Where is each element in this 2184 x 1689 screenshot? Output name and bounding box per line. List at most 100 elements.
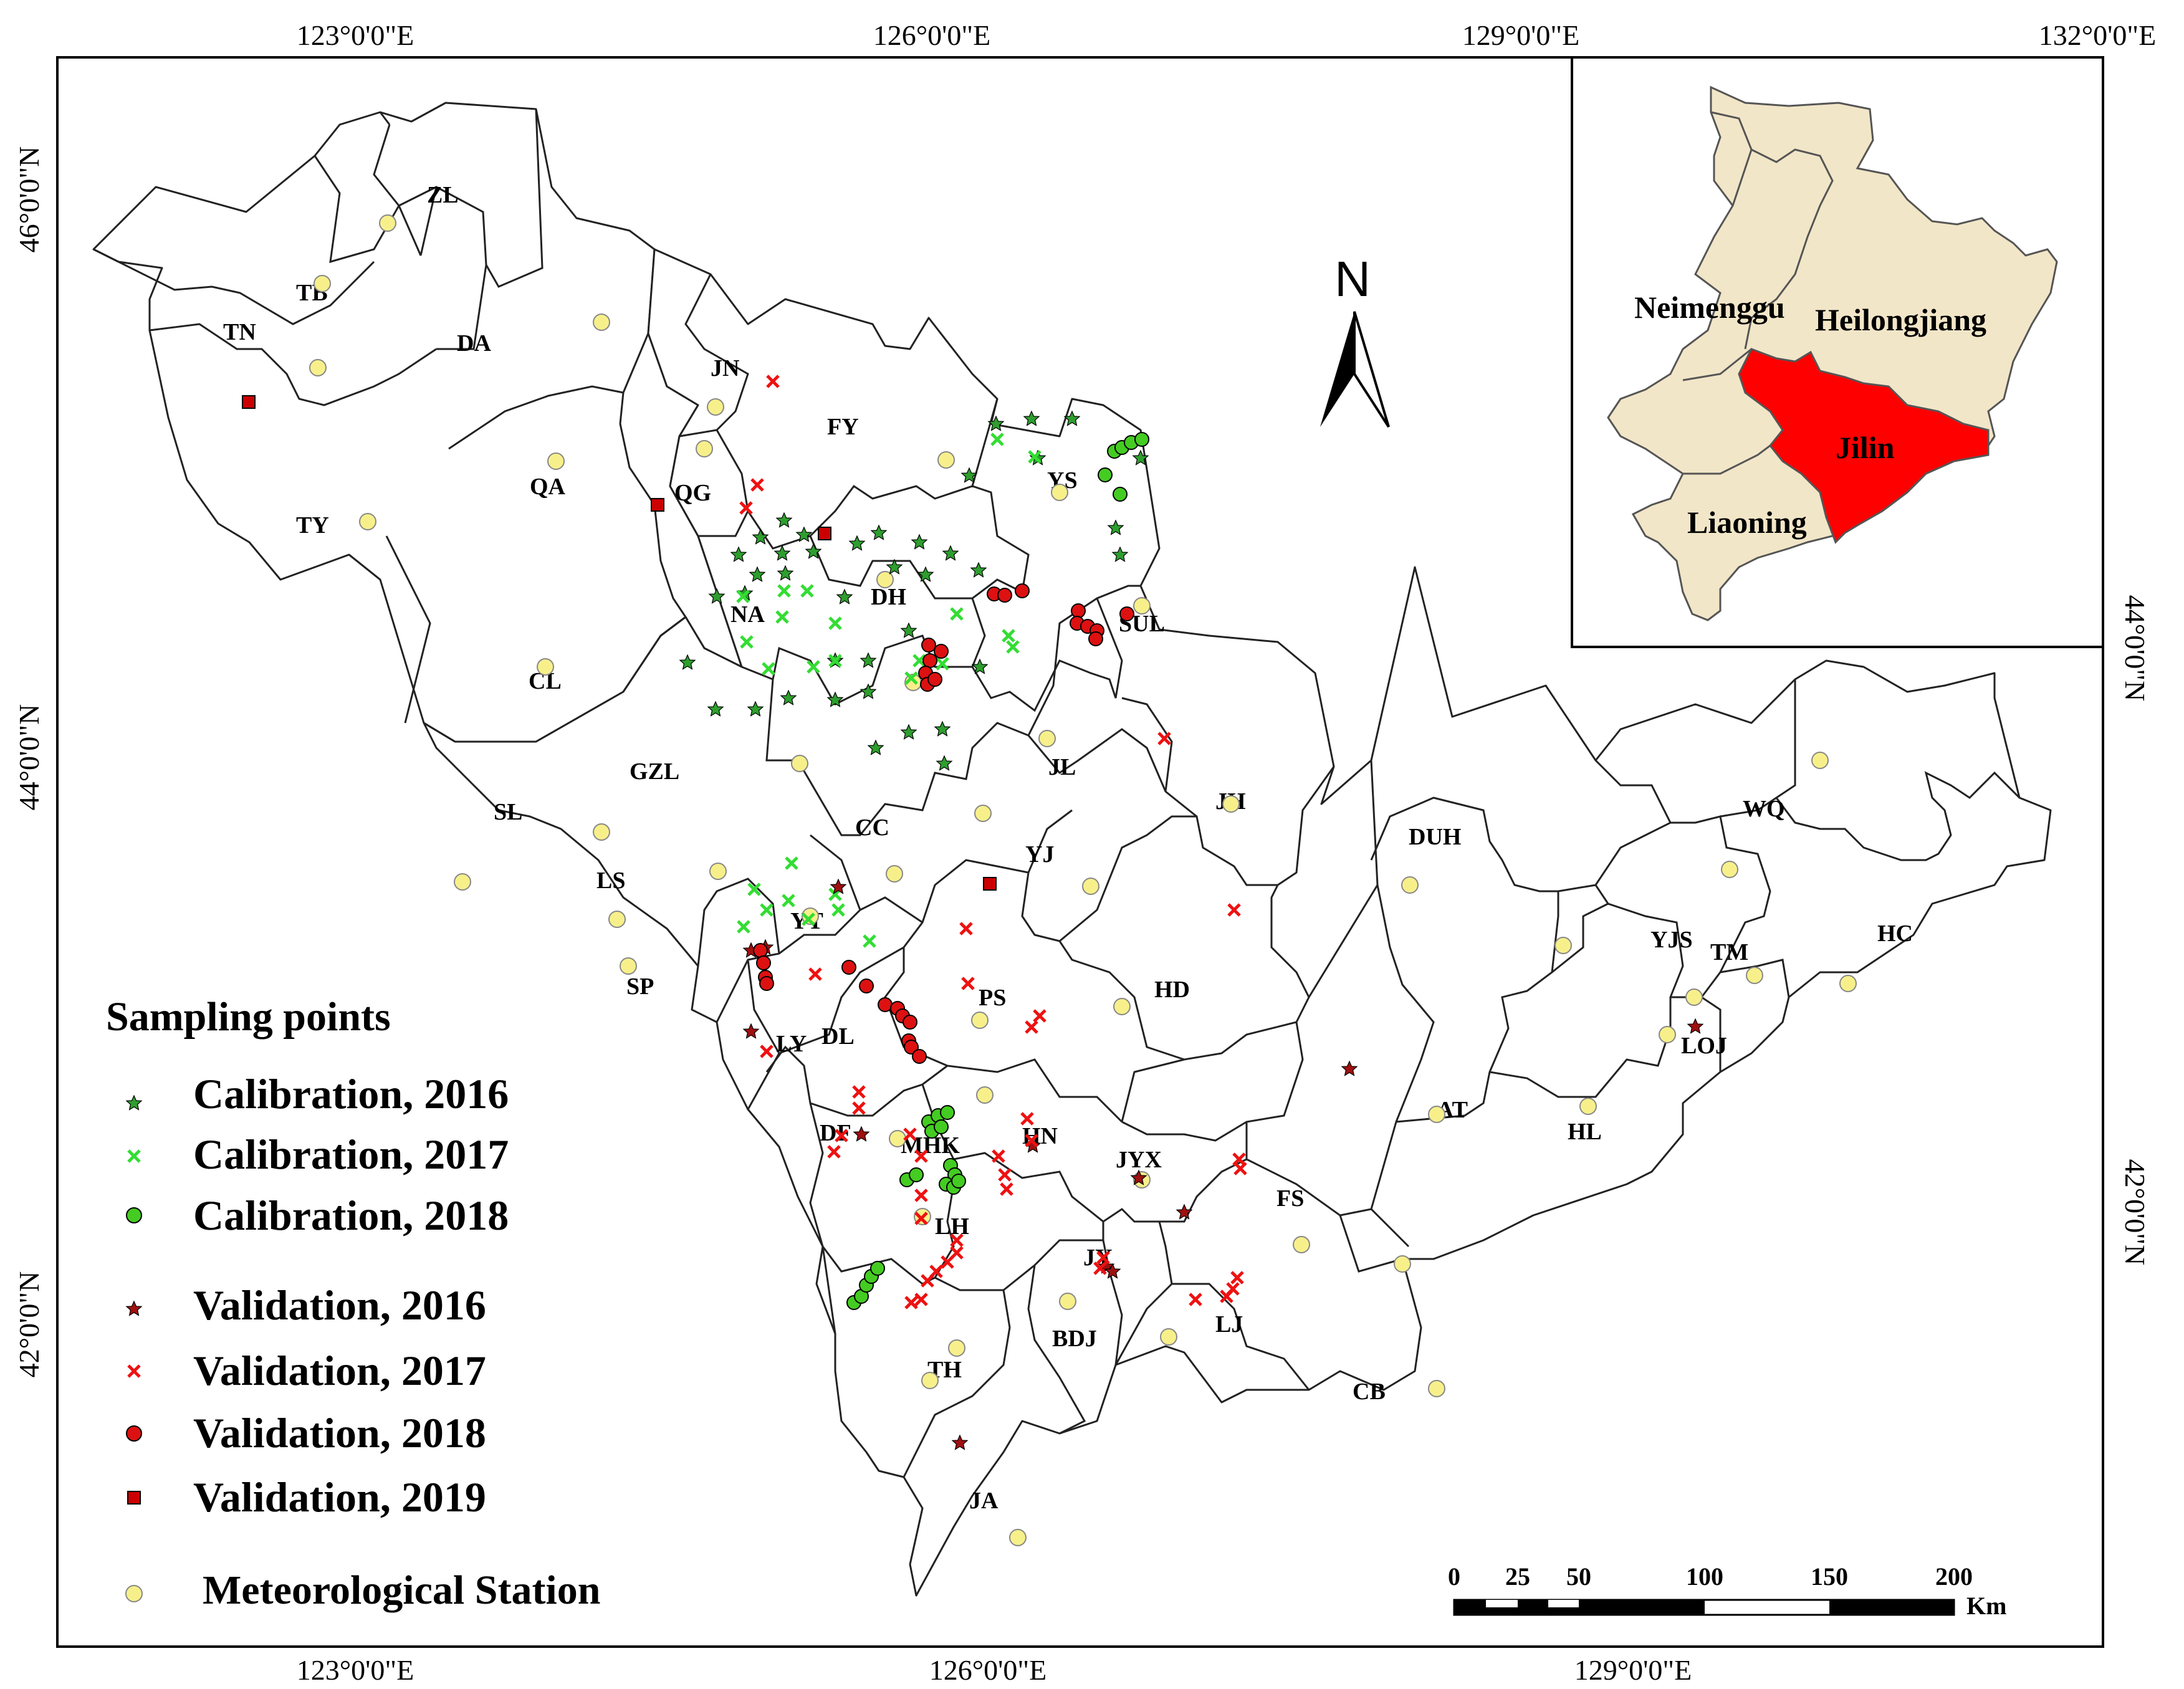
county-label: CC	[855, 815, 889, 841]
station-marker	[1685, 988, 1703, 1006]
inset-boundaries	[1682, 111, 1834, 475]
station-marker	[791, 755, 808, 772]
sample-point	[870, 1261, 885, 1276]
station-marker	[1811, 752, 1829, 769]
station-marker	[1659, 1026, 1676, 1043]
station-marker	[1394, 1255, 1411, 1273]
legend-symbol-station	[125, 1585, 143, 1602]
legend-item: Meteorological Station	[203, 1567, 600, 1613]
county-label: SP	[626, 974, 654, 1000]
sample-point	[1134, 432, 1149, 447]
legend-symbol-circle-red	[126, 1425, 142, 1442]
legend-item: Calibration, 2018	[193, 1192, 509, 1239]
station-marker	[309, 359, 327, 376]
calibration-2018-points	[846, 432, 1149, 1310]
sample-point	[841, 960, 856, 975]
scale-tick: 50	[1566, 1562, 1591, 1591]
sample-point	[1071, 603, 1086, 618]
station-marker	[948, 1339, 965, 1357]
scale-bar-segment	[1705, 1602, 1829, 1613]
county-label: HD	[1154, 977, 1190, 1003]
station-marker	[707, 398, 724, 416]
sample-point	[242, 395, 256, 409]
county-label: LS	[596, 868, 625, 894]
county-label: YJS	[1650, 927, 1693, 953]
sample-point	[1113, 487, 1128, 502]
sample-point	[753, 943, 768, 958]
scale-tick: 0	[1448, 1562, 1460, 1591]
county-label: QA	[530, 474, 566, 500]
station-marker	[547, 452, 565, 470]
station-marker	[1082, 878, 1099, 895]
county-label: TY	[296, 512, 329, 538]
scale-bar-segment	[1548, 1600, 1579, 1607]
station-marker	[889, 1130, 906, 1147]
scale-tick: 100	[1686, 1562, 1723, 1591]
county-label: HL	[1568, 1119, 1602, 1145]
scale-bar: 0 25 50 100 150 200 Km	[1448, 1562, 2006, 1620]
validation-2019-points	[242, 395, 997, 891]
station-marker	[379, 214, 396, 232]
county-label: TM	[1710, 939, 1748, 965]
county-label: SL	[494, 799, 522, 825]
county-label: DA	[457, 330, 491, 356]
lon-label-top: 129°0'0"E	[1462, 19, 1580, 51]
station-marker	[937, 451, 955, 469]
county-label: YJ	[1025, 841, 1054, 868]
station-marker	[876, 571, 894, 588]
sample-point	[934, 1119, 949, 1134]
station-marker	[921, 1372, 939, 1389]
county-label: CB	[1353, 1379, 1386, 1405]
station-marker	[886, 865, 903, 883]
scale-bar-segment	[1579, 1600, 1705, 1615]
sample-point	[1015, 583, 1030, 598]
scale-bar-segment	[1548, 1607, 1579, 1615]
legend-item: Validation, 2017	[193, 1347, 486, 1394]
county-label: DF	[820, 1120, 851, 1146]
county-labels: ZL TB TN DA JN FY YS QA QG TY NA DH SUL …	[223, 182, 1913, 1514]
county-label: JN	[711, 355, 739, 381]
sample-point	[997, 588, 1012, 603]
legend-item: Calibration, 2017	[193, 1131, 509, 1178]
sample-point	[922, 653, 937, 668]
county-label: PS	[979, 985, 1006, 1011]
sample-point	[904, 1040, 919, 1055]
lat-label-left: 44°0'0"N	[13, 704, 45, 811]
station-marker	[314, 275, 331, 292]
station-marker	[1554, 937, 1572, 954]
sample-point	[903, 1015, 917, 1030]
sample-point	[1098, 467, 1113, 482]
lon-label-bottom: 123°0'0"E	[297, 1654, 414, 1686]
station-marker	[971, 1012, 989, 1029]
lon-label-top: 126°0'0"E	[873, 19, 991, 51]
county-label: DUH	[1409, 824, 1461, 850]
station-marker	[1059, 1293, 1076, 1310]
county-label: FS	[1276, 1185, 1304, 1212]
scale-tick: 200	[1935, 1562, 1973, 1591]
sample-point	[818, 527, 831, 540]
sample-point	[909, 1167, 924, 1182]
county-label: DH	[871, 584, 906, 610]
county-label: JA	[969, 1488, 999, 1514]
station-marker	[1051, 484, 1068, 501]
station-marker	[1293, 1236, 1310, 1253]
sample-point	[921, 638, 936, 653]
sample-point	[759, 976, 774, 991]
inset-label-heilongjiang: Heilongjiang	[1815, 302, 1986, 337]
county-label: JL	[1048, 754, 1076, 780]
scale-bar-segment	[1518, 1600, 1548, 1615]
station-marker	[1160, 1328, 1177, 1346]
station-marker	[1038, 730, 1056, 747]
legend-symbol-square-red	[127, 1491, 141, 1505]
north-arrow-icon	[1320, 312, 1354, 427]
scale-bar-segment	[1454, 1600, 1486, 1615]
station-marker	[620, 957, 637, 975]
lon-label-top: 123°0'0"E	[297, 19, 414, 51]
legend-symbol-circle-green	[126, 1207, 142, 1223]
sample-point	[940, 1105, 955, 1120]
station-marker	[608, 911, 626, 928]
station-marker	[1009, 1529, 1027, 1546]
lat-label-left: 42°0'0"N	[13, 1271, 45, 1378]
station-marker	[1428, 1380, 1445, 1397]
